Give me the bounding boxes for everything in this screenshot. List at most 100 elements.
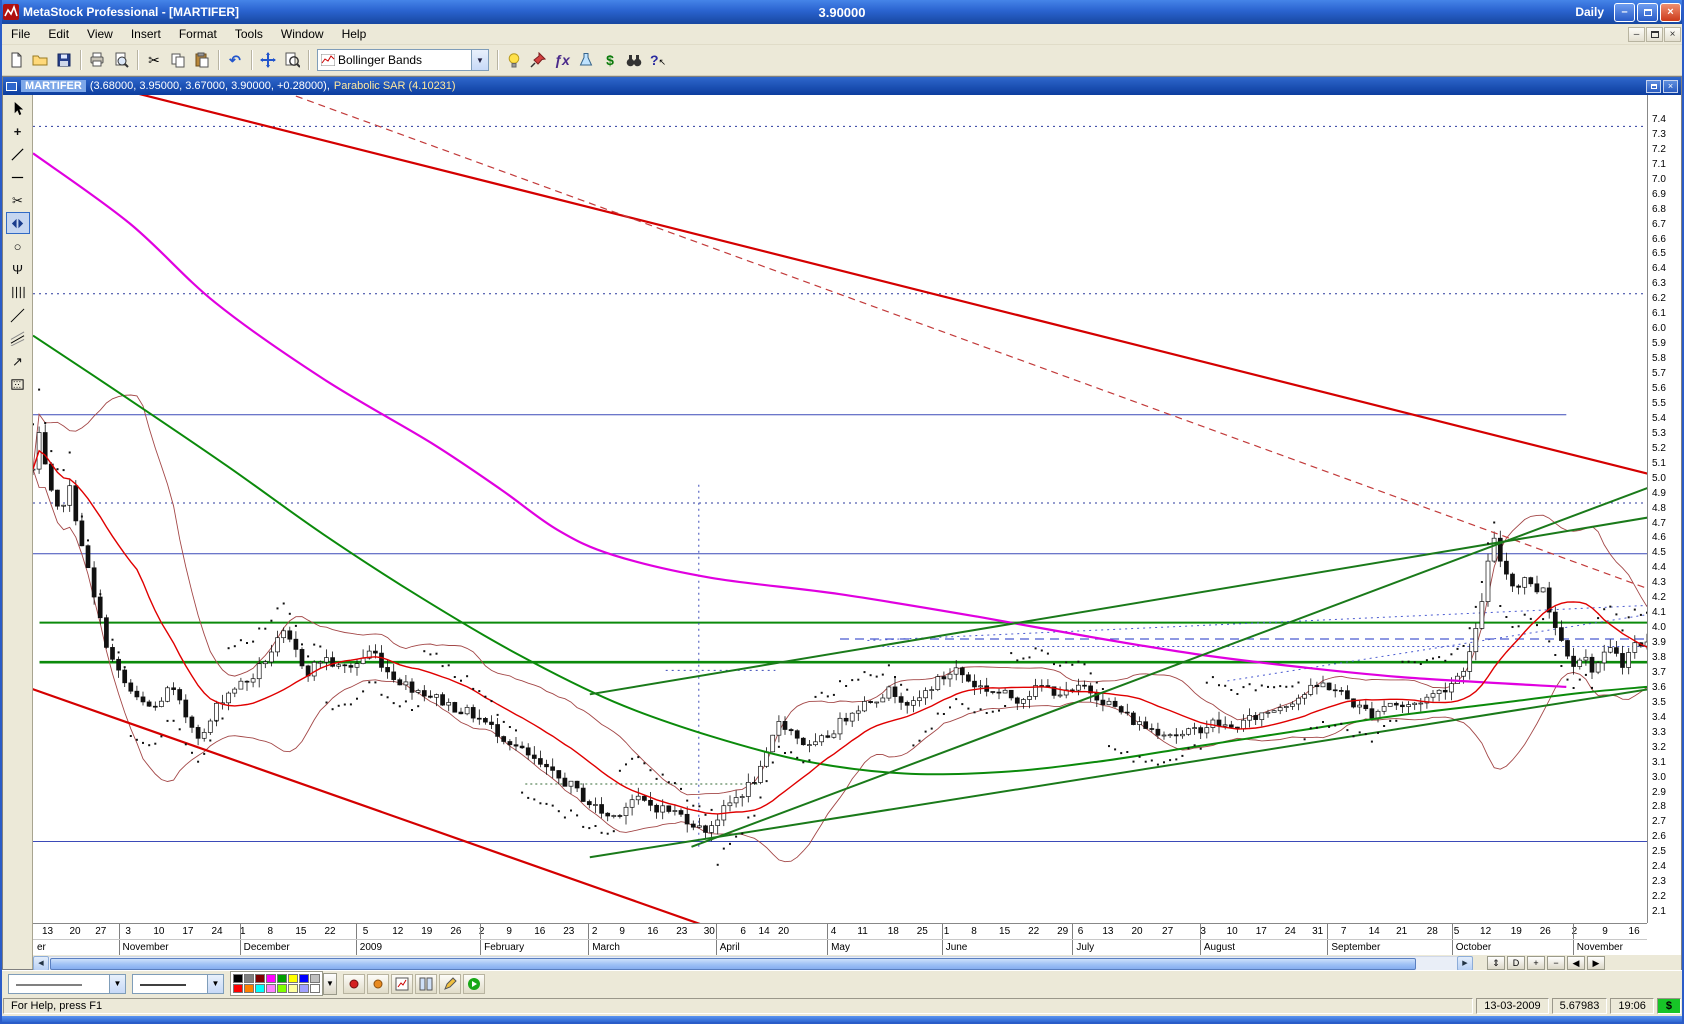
window-layout-button[interactable]	[415, 974, 437, 994]
indicator-builder-button[interactable]: ƒx	[550, 48, 574, 72]
price-chart-canvas[interactable]	[33, 95, 1647, 923]
print-button[interactable]	[85, 48, 109, 72]
new-chart-button[interactable]	[4, 48, 28, 72]
options-button[interactable]: $	[598, 48, 622, 72]
color-chip-8[interactable]	[233, 984, 243, 993]
page-left-button[interactable]: ◀	[1567, 956, 1585, 970]
color-chip-0[interactable]	[233, 974, 243, 983]
menu-view[interactable]: View	[78, 25, 122, 43]
explorer-button[interactable]	[622, 48, 646, 72]
context-help-button[interactable]: ?↖	[646, 48, 670, 72]
delete-tool[interactable]: ✂	[6, 189, 30, 211]
scrollbar-track[interactable]	[49, 956, 1457, 971]
open-button[interactable]	[28, 48, 52, 72]
regression-tool[interactable]	[6, 327, 30, 349]
chart-close-button[interactable]: ×	[1663, 80, 1678, 93]
line-weight-select[interactable]: ▼	[132, 974, 224, 994]
print-preview-button[interactable]	[109, 48, 133, 72]
undo-button[interactable]: ↶	[223, 48, 247, 72]
zoom-in-button[interactable]: +	[1527, 956, 1545, 970]
chart-scroll-row: ◀ ▶ ⇕D+−◀▶	[33, 955, 1681, 971]
notes-button[interactable]	[439, 974, 461, 994]
color-chip-5[interactable]	[288, 974, 298, 983]
trendline-tool[interactable]	[6, 143, 30, 165]
indicator-quicklist[interactable]: Bollinger Bands ▼	[317, 49, 489, 71]
line-style-select[interactable]: ▼	[8, 974, 126, 994]
color-chip-14[interactable]	[299, 984, 309, 993]
zoom-button[interactable]	[280, 48, 304, 72]
style-orange-dot-button[interactable]	[367, 974, 389, 994]
periodicity-daily-button[interactable]: D	[1507, 956, 1525, 970]
gann-line-tool[interactable]	[6, 304, 30, 326]
scroll-tool[interactable]	[6, 212, 30, 234]
menu-help[interactable]: Help	[333, 25, 376, 43]
expert-commentary-button[interactable]	[526, 48, 550, 72]
chart-plot[interactable]	[33, 95, 1647, 923]
color-chip-10[interactable]	[255, 984, 265, 993]
paste-button[interactable]	[190, 48, 214, 72]
page-right-button[interactable]: ▶	[1587, 956, 1605, 970]
chevron-down-icon[interactable]: ▼	[109, 975, 125, 993]
cut-button[interactable]: ✂	[142, 48, 166, 72]
menu-edit[interactable]: Edit	[39, 25, 78, 43]
color-chip-15[interactable]	[310, 984, 320, 993]
color-chip-2[interactable]	[255, 974, 265, 983]
date-tick-label: 26	[450, 926, 461, 937]
color-chip-7[interactable]	[310, 974, 320, 983]
color-chip-4[interactable]	[277, 974, 287, 983]
scroll-left-icon[interactable]: ◀	[33, 956, 49, 971]
color-chip-9[interactable]	[244, 984, 254, 993]
save-button[interactable]	[52, 48, 76, 72]
color-chip-11[interactable]	[266, 984, 276, 993]
cycle-lines-tool[interactable]	[6, 281, 30, 303]
go-button[interactable]	[463, 974, 485, 994]
fill-pattern-tool[interactable]	[6, 373, 30, 395]
minimize-button[interactable]: –	[1614, 3, 1635, 22]
style-red-dot-button[interactable]	[343, 974, 365, 994]
horizontal-scrollbar[interactable]: ◀ ▶	[33, 956, 1473, 971]
chevron-down-icon[interactable]: ▼	[471, 50, 488, 70]
arrow-tool[interactable]: ↗	[6, 350, 30, 372]
color-chip-12[interactable]	[277, 984, 287, 993]
date-tick-label: 10	[1227, 926, 1238, 937]
color-chip-6[interactable]	[299, 974, 309, 983]
restore-button[interactable]	[1637, 3, 1658, 22]
new-inner-window-button[interactable]	[391, 974, 413, 994]
horizontal-line-tool[interactable]	[6, 166, 30, 188]
copy-button[interactable]	[166, 48, 190, 72]
menu-format[interactable]: Format	[170, 25, 226, 43]
child-minimize-button[interactable]: –	[1628, 27, 1645, 42]
chart-window-icon	[6, 82, 17, 91]
pitchfork-tool[interactable]: Ψ	[6, 258, 30, 280]
color-chip-1[interactable]	[244, 974, 254, 983]
zoom-out-button[interactable]: −	[1547, 956, 1565, 970]
chart-restore-button[interactable]	[1646, 80, 1661, 93]
pan-button[interactable]	[256, 48, 280, 72]
expert-advisor-button[interactable]	[502, 48, 526, 72]
chevron-down-icon[interactable]: ▼	[207, 975, 223, 993]
color-chip-3[interactable]	[266, 974, 276, 983]
price-axis[interactable]: 7.47.37.27.17.06.96.86.76.66.56.46.36.26…	[1647, 95, 1681, 923]
vertical-zoom-button[interactable]: ⇕	[1487, 956, 1505, 970]
menu-tools[interactable]: Tools	[226, 25, 272, 43]
scrollbar-thumb[interactable]	[50, 958, 1416, 970]
color-palette[interactable]	[230, 971, 323, 996]
crosshair-tool[interactable]: +	[6, 120, 30, 142]
menu-file[interactable]: File	[2, 25, 39, 43]
child-close-button[interactable]: ×	[1664, 27, 1681, 42]
price-axis-label: 7.4	[1652, 114, 1666, 125]
menu-window[interactable]: Window	[272, 25, 333, 43]
ellipse-tool[interactable]: ○	[6, 235, 30, 257]
palette-dropdown-button[interactable]: ▼	[323, 973, 337, 995]
chart-titlebar[interactable]: MARTIFER (3.68000, 3.95000, 3.67000, 3.9…	[3, 77, 1681, 95]
color-chip-13[interactable]	[288, 984, 298, 993]
child-restore-button[interactable]	[1646, 27, 1663, 42]
month-separator	[1573, 924, 1574, 939]
date-tick-label: 24	[1285, 926, 1296, 937]
close-button[interactable]: ×	[1660, 3, 1681, 22]
menu-insert[interactable]: Insert	[122, 25, 170, 43]
month-separator	[1200, 940, 1201, 955]
scroll-right-icon[interactable]: ▶	[1457, 956, 1473, 971]
system-tester-button[interactable]	[574, 48, 598, 72]
pointer-tool[interactable]	[6, 97, 30, 119]
